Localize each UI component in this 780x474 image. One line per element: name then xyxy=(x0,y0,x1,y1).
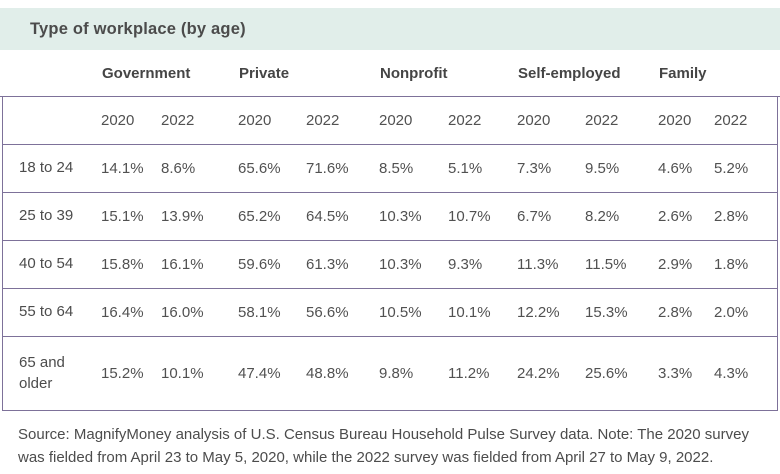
percent-cell: 2.8% xyxy=(658,304,693,321)
percent-cell: 5.1% xyxy=(448,160,483,177)
percent-cell: 10.1% xyxy=(448,304,491,321)
year-header: 2022 xyxy=(306,112,340,129)
percent-cell: 15.8% xyxy=(101,256,144,273)
percent-cell: 7.3% xyxy=(517,160,552,177)
percent-cell: 65.6% xyxy=(238,160,281,177)
percent-cell: 12.2% xyxy=(517,304,560,321)
percent-cell: 11.5% xyxy=(585,256,627,273)
column-header-self-employed: Self-employed xyxy=(518,64,621,82)
percent-cell: 24.2% xyxy=(517,365,560,382)
percent-cell: 15.1% xyxy=(101,208,144,225)
year-header: 2022 xyxy=(448,112,482,129)
table-row: 18 to 24 14.1% 8.6% 65.6% 71.6% 8.5% 5.1… xyxy=(3,145,777,193)
percent-cell: 2.8% xyxy=(714,208,749,225)
year-header: 2022 xyxy=(585,112,619,129)
percent-cell: 3.3% xyxy=(658,365,693,382)
percent-cell: 9.8% xyxy=(379,365,414,382)
percent-cell: 16.1% xyxy=(161,256,204,273)
year-header: 2022 xyxy=(161,112,195,129)
row-label: 25 to 39 xyxy=(19,207,74,225)
percent-cell: 2.9% xyxy=(658,256,693,273)
table-row: 55 to 64 16.4% 16.0% 58.1% 56.6% 10.5% 1… xyxy=(3,289,777,337)
table-row: 65 and older 15.2% 10.1% 47.4% 48.8% 9.8… xyxy=(3,337,777,410)
percent-cell: 10.3% xyxy=(379,256,422,273)
year-header: 2020 xyxy=(101,112,135,129)
percent-cell: 10.7% xyxy=(448,208,491,225)
percent-cell: 10.3% xyxy=(379,208,422,225)
percent-cell: 4.6% xyxy=(658,160,693,177)
percent-cell: 48.8% xyxy=(306,365,349,382)
percent-cell: 13.9% xyxy=(161,208,204,225)
year-header-row: 2020 2022 2020 2022 2020 2022 2020 2022 … xyxy=(3,97,777,145)
percent-cell: 5.2% xyxy=(714,160,749,177)
row-label: 40 to 54 xyxy=(19,255,74,273)
percent-cell: 11.2% xyxy=(448,365,490,382)
percent-cell: 10.1% xyxy=(161,365,204,382)
percent-cell: 47.4% xyxy=(238,365,281,382)
table-title: Type of workplace (by age) xyxy=(30,19,246,38)
percent-cell: 2.6% xyxy=(658,208,693,225)
percent-cell: 58.1% xyxy=(238,304,281,321)
percent-cell: 4.3% xyxy=(714,365,749,382)
row-label: 55 to 64 xyxy=(19,303,74,321)
table-row: 40 to 54 15.8% 16.1% 59.6% 61.3% 10.3% 9… xyxy=(3,241,777,289)
year-header: 2020 xyxy=(238,112,272,129)
category-header-row: Government Private Nonprofit Self-employ… xyxy=(0,50,780,97)
year-header: 2022 xyxy=(714,112,748,129)
percent-cell: 14.1% xyxy=(101,160,144,177)
year-header: 2020 xyxy=(658,112,692,129)
title-band: Type of workplace (by age) xyxy=(0,8,780,50)
percent-cell: 9.3% xyxy=(448,256,483,273)
percent-cell: 65.2% xyxy=(238,208,281,225)
row-label: 18 to 24 xyxy=(19,159,74,177)
percent-cell: 15.3% xyxy=(585,304,628,321)
percent-cell: 9.5% xyxy=(585,160,620,177)
percent-cell: 25.6% xyxy=(585,365,628,382)
column-header-nonprofit: Nonprofit xyxy=(380,64,448,82)
top-spacer xyxy=(0,0,780,8)
percent-cell: 59.6% xyxy=(238,256,281,273)
percent-cell: 16.4% xyxy=(101,304,144,321)
percent-cell: 64.5% xyxy=(306,208,349,225)
percent-cell: 10.5% xyxy=(379,304,422,321)
percent-cell: 2.0% xyxy=(714,304,749,321)
source-note: Source: MagnifyMoney analysis of U.S. Ce… xyxy=(18,426,749,466)
percent-cell: 8.5% xyxy=(379,160,414,177)
column-header-family: Family xyxy=(659,64,707,82)
row-label: 65 and older xyxy=(19,354,65,392)
percent-cell: 8.2% xyxy=(585,208,620,225)
percent-cell: 16.0% xyxy=(161,304,204,321)
column-header-government: Government xyxy=(102,64,191,82)
percent-cell: 71.6% xyxy=(306,160,349,177)
percent-cell: 1.8% xyxy=(714,256,749,273)
column-header-private: Private xyxy=(239,64,290,82)
table-body: 2020 2022 2020 2022 2020 2022 2020 2022 … xyxy=(2,97,778,411)
table-row: 25 to 39 15.1% 13.9% 65.2% 64.5% 10.3% 1… xyxy=(3,193,777,241)
percent-cell: 56.6% xyxy=(306,304,349,321)
percent-cell: 61.3% xyxy=(306,256,349,273)
percent-cell: 15.2% xyxy=(101,365,144,382)
year-header: 2020 xyxy=(379,112,413,129)
percent-cell: 11.3% xyxy=(517,256,559,273)
percent-cell: 8.6% xyxy=(161,160,196,177)
percent-cell: 6.7% xyxy=(517,208,552,225)
year-header: 2020 xyxy=(517,112,551,129)
